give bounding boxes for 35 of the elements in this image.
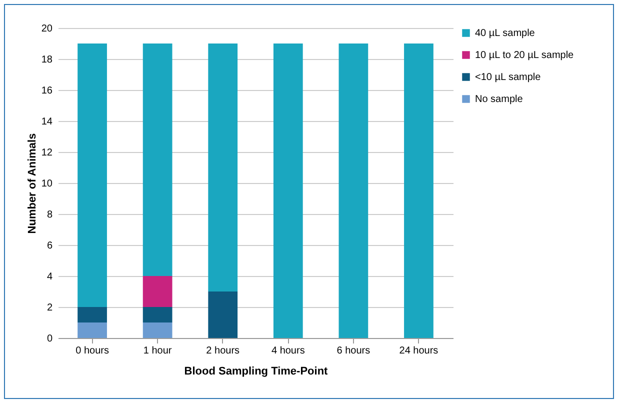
y-tick-label: 8 xyxy=(46,210,53,220)
y-axis-title: Number of Animals xyxy=(26,133,38,234)
bar xyxy=(404,44,434,338)
x-tick-label: 6 hours xyxy=(336,346,370,356)
legend-label: <10 µL sample xyxy=(475,72,542,83)
y-tick-label: 2 xyxy=(46,302,53,314)
legend-label: 40 µL sample xyxy=(475,28,536,39)
bar xyxy=(338,44,368,338)
bar xyxy=(208,292,238,338)
bar xyxy=(142,44,172,276)
bar xyxy=(208,44,238,292)
x-axis-title: Blood Sampling Time-Point xyxy=(184,366,328,378)
x-tick-label: 24 hours xyxy=(399,346,438,356)
y-tick-label: 14 xyxy=(41,116,53,128)
y-tick-label: 10 xyxy=(41,178,53,190)
bar xyxy=(142,276,172,307)
bar xyxy=(78,307,107,322)
x-tick-label: 1 hour xyxy=(143,346,172,356)
legend-label: No sample xyxy=(475,94,524,105)
bar xyxy=(142,322,172,338)
y-tick-label: 0 xyxy=(46,334,53,344)
y-tick-label: 4 xyxy=(46,272,53,282)
legend-label: 10 µL to 20 µL sample xyxy=(475,50,574,61)
x-tick-label: 4 hours xyxy=(271,346,305,356)
y-tick-label: 16 xyxy=(41,86,53,96)
bar xyxy=(273,44,303,338)
bar xyxy=(78,44,107,307)
y-tick-label: 12 xyxy=(41,148,53,158)
bar xyxy=(78,322,107,338)
x-tick-label: 0 hours xyxy=(76,346,109,356)
bar xyxy=(142,307,172,322)
y-tick-label: 20 xyxy=(41,24,53,34)
y-tick-label: 6 xyxy=(46,240,53,252)
y-tick-label: 18 xyxy=(41,54,53,66)
x-tick-label: 2 hours xyxy=(206,346,240,356)
